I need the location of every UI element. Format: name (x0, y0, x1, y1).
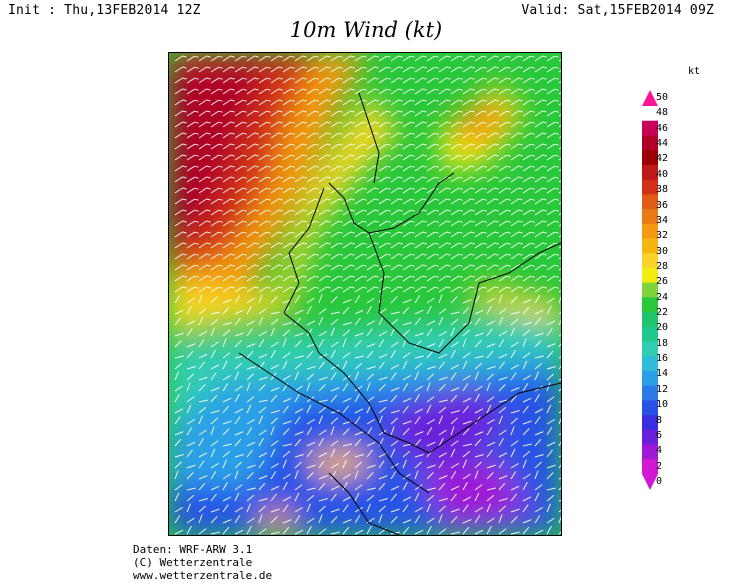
legend-swatch (642, 253, 658, 269)
legend-tick-label: 32 (656, 230, 669, 242)
legend-tick-label: 42 (656, 153, 669, 165)
valid-time-label: Valid: Sat,15FEB2014 09Z (521, 3, 714, 18)
init-time-label: Init : Thu,13FEB2014 12Z (8, 3, 201, 18)
legend-tick-label: 44 (656, 138, 669, 150)
legend-tick-label: 12 (656, 383, 669, 395)
legend-swatch (642, 194, 658, 210)
legend-tick-label: 38 (656, 184, 669, 196)
legend-swatch (642, 429, 658, 446)
legend-swatch (642, 135, 658, 151)
legend-swatch (642, 282, 658, 298)
legend-swatch (642, 459, 658, 490)
legend-tick-label: 20 (656, 322, 669, 334)
credit-website[interactable]: www.wetterzentrale.de (133, 569, 273, 582)
legend-swatch (642, 312, 658, 328)
legend-tick-label: 24 (656, 291, 669, 303)
legend-swatch (642, 90, 658, 106)
legend-tick-label: 48 (656, 107, 669, 119)
legend-swatch (642, 370, 658, 387)
legend-tick-label: 14 (656, 368, 669, 380)
legend-swatch (642, 120, 658, 136)
legend-tick-label: 46 (656, 122, 669, 134)
legend-swatch (642, 164, 658, 181)
country-borders (238, 92, 561, 535)
legend-swatch (642, 179, 658, 195)
legend-swatch (642, 356, 658, 372)
legend-tick-label: 8 (656, 414, 663, 426)
legend-tick-label: 50 (656, 92, 669, 103)
color-legend (642, 90, 658, 490)
legend-tick-label: 18 (656, 337, 669, 349)
wind-barbs (174, 55, 561, 535)
legend-tick-label: 10 (656, 399, 669, 411)
legend-tick-label: 6 (656, 429, 663, 441)
legend-swatch (642, 400, 658, 416)
legend-tick-label: 4 (656, 445, 663, 457)
legend-swatch (642, 341, 658, 357)
legend-unit: kt (688, 66, 701, 77)
legend-tick-label: 22 (656, 307, 669, 319)
legend-tick-label: 34 (656, 214, 669, 226)
legend-swatch (642, 150, 658, 166)
map-title: 10m Wind (kt) (289, 18, 443, 42)
legend-tick-label: 2 (656, 460, 663, 472)
legend-tick-label: 30 (656, 245, 669, 257)
legend-tick-label: 0 (656, 476, 663, 487)
legend-swatch (642, 415, 658, 431)
legend-swatch (642, 385, 658, 401)
credit-data-source: Daten: WRF-ARW 3.1 (133, 543, 253, 556)
legend-tick-label: 16 (656, 353, 669, 365)
legend-swatch (642, 297, 658, 313)
legend-tick-label: 26 (656, 276, 669, 288)
legend-swatch (642, 444, 658, 460)
legend-tick-label: 28 (656, 260, 669, 272)
credit-copyright: (C) Wetterzentrale (133, 556, 253, 569)
legend-swatch (642, 223, 658, 239)
legend-swatch (642, 267, 658, 284)
legend-swatch (642, 238, 658, 254)
legend-swatch (642, 326, 658, 343)
wind-map (168, 52, 562, 536)
legend-swatch (642, 209, 658, 225)
legend-tick-label: 36 (656, 199, 669, 211)
legend-tick-label: 40 (656, 168, 669, 180)
